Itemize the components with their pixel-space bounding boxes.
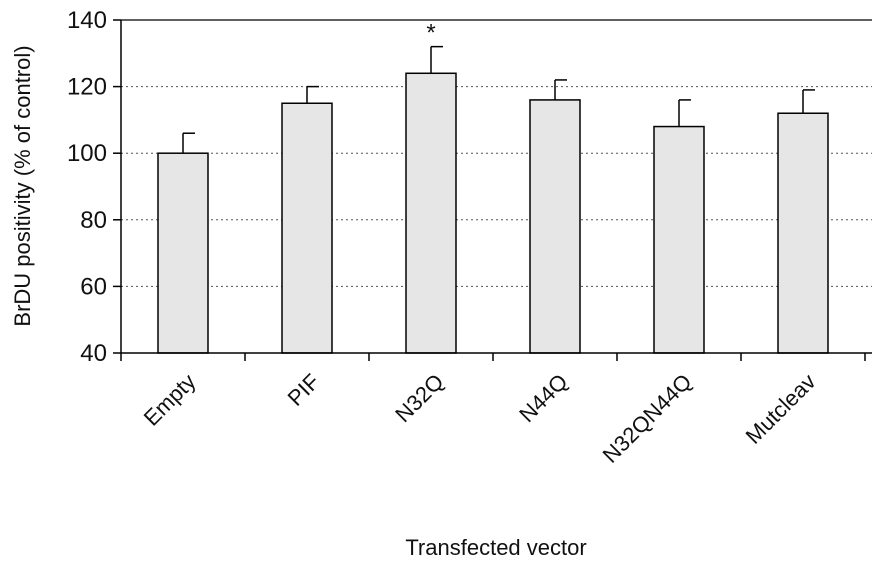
bars (157, 45, 829, 354)
y-tick-label-40: 40 (80, 340, 107, 367)
bar-PIF (281, 102, 333, 354)
x-tick-label-PIF: PIF (283, 369, 325, 411)
gridlines (121, 19, 872, 287)
x-axis-title: Transfected vector (405, 535, 586, 560)
y-axis-title: BrDU positivity (% of control) (10, 45, 35, 326)
y-tick-label-140: 140 (67, 7, 107, 34)
bar-N44Q (529, 99, 581, 354)
significance-marker-N32Q: * (426, 20, 435, 47)
bar-Empty (157, 152, 209, 354)
bar-N32Q (405, 72, 457, 354)
x-tick-label-N32Q: N32Q (390, 369, 448, 427)
x-tick-label-Mutcleav: Mutcleav (741, 369, 821, 449)
bar-N32QN44Q (653, 125, 705, 354)
bar-Mutcleav (777, 112, 829, 354)
x-tick-label-Empty: Empty (139, 369, 201, 431)
axes (113, 19, 872, 361)
y-tick-label-80: 80 (80, 207, 107, 234)
y-tick-label-60: 60 (80, 273, 107, 300)
x-tick-label-N44Q: N44Q (514, 369, 572, 427)
x-tick-label-N32QN44Q: N32QN44Q (598, 369, 697, 468)
y-tick-label-120: 120 (67, 74, 107, 101)
y-tick-label-100: 100 (67, 140, 107, 167)
